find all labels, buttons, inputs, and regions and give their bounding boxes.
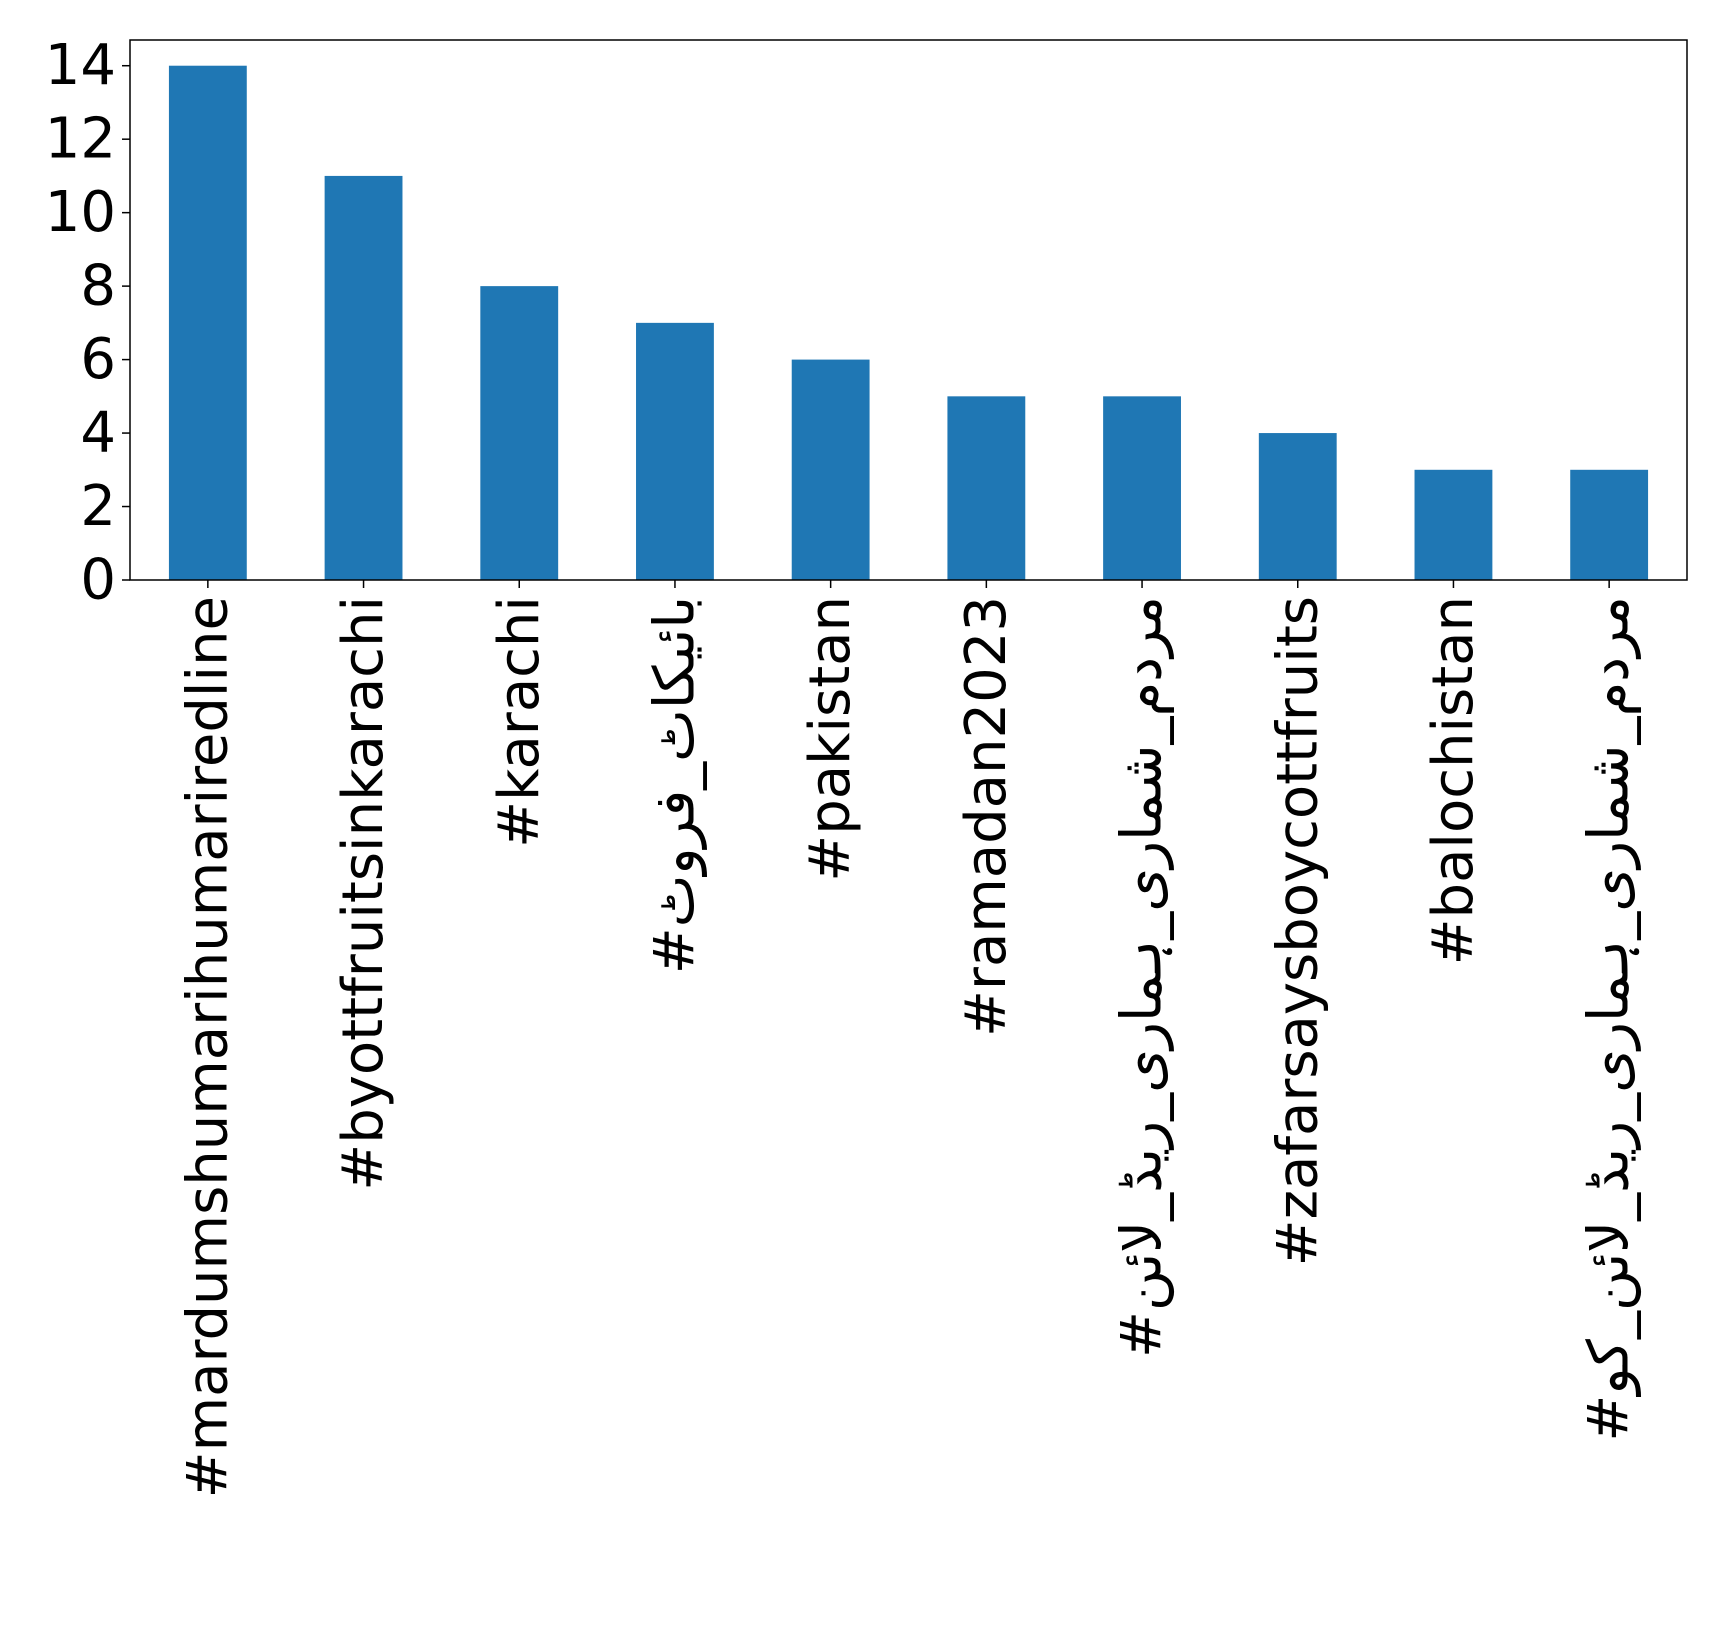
x-tick-label: #بائیکاٹ_فروٹ <box>642 596 707 974</box>
x-tick-label: #balochistan <box>1421 596 1486 965</box>
bar <box>324 175 403 580</box>
bar <box>1258 433 1337 580</box>
x-axis: #mardumshumarihumariredline #byottfruitsi… <box>175 580 1642 1498</box>
y-tick-label: 0 <box>80 548 116 613</box>
x-tick-label: #byottfruitsinkarachi <box>331 596 396 1191</box>
bar <box>1103 396 1181 580</box>
bar <box>1414 469 1493 580</box>
x-tick-label: #ramadan2023 <box>954 596 1019 1037</box>
bar <box>947 396 1026 580</box>
x-tick-label: #zafarsaysboycottfruits <box>1265 596 1330 1266</box>
x-tick-label: #مردم_شماری_ہماری_ریڈ_لائن_کو <box>1577 596 1642 1442</box>
x-tick-label: #pakistan <box>798 596 863 882</box>
plot-frame <box>129 39 1688 581</box>
y-tick-label: 8 <box>80 254 116 319</box>
y-tick-label: 10 <box>45 180 116 245</box>
y-tick-label: 12 <box>45 107 116 172</box>
y-tick-label: 14 <box>45 33 116 98</box>
y-tick-label: 2 <box>80 474 116 539</box>
x-tick-label: #karachi <box>487 596 552 848</box>
y-tick-label: 6 <box>80 327 116 392</box>
x-tick-label: #مردم_شماری_ہماری_ریڈ_لائن <box>1110 596 1175 1358</box>
y-tick-label: 4 <box>80 401 116 466</box>
bar <box>791 359 870 580</box>
bars-group <box>168 65 1649 580</box>
bar <box>480 286 559 580</box>
x-tick-label: #mardumshumarihumariredline <box>175 596 240 1498</box>
y-axis: 0 2 4 6 8 10 12 14 <box>45 33 130 613</box>
bar <box>1570 469 1649 580</box>
bar <box>636 322 714 580</box>
bar <box>168 65 247 580</box>
